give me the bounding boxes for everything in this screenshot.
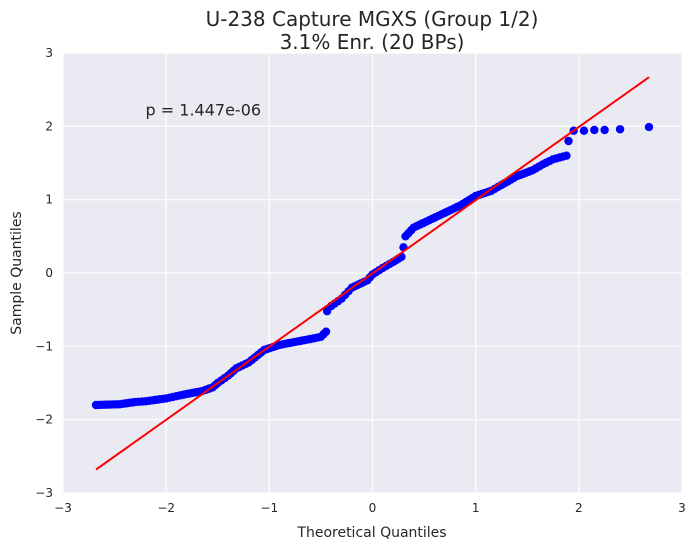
x-tick-label: 0 xyxy=(369,501,377,515)
x-tick-label: −2 xyxy=(157,501,175,515)
reference-line-group xyxy=(95,76,650,471)
p-value-annotation: p = 1.447e-06 xyxy=(146,100,262,119)
reference-line xyxy=(95,76,650,471)
y-tick-labels: 3 2 1 0 −1 −2 −3 xyxy=(35,46,53,500)
y-axis-label: Sample Quantiles xyxy=(9,211,25,334)
y-tick-label: 2 xyxy=(45,119,53,133)
data-point xyxy=(644,122,654,132)
data-point xyxy=(600,125,609,135)
x-tick-label: −3 xyxy=(54,501,72,515)
data-point xyxy=(562,151,571,160)
y-tick-label: 1 xyxy=(45,193,53,207)
x-tick-label: 2 xyxy=(575,501,583,515)
data-points xyxy=(91,122,654,410)
x-axis-label: Theoretical Quantiles xyxy=(296,525,446,541)
data-point xyxy=(615,125,625,134)
chart-title-line-1: U-238 Capture MGXS (Group 1/2) xyxy=(206,7,539,31)
y-tick-label: −3 xyxy=(35,486,53,500)
data-point xyxy=(579,126,589,135)
x-tick-label: 3 xyxy=(678,501,686,515)
x-tick-labels: −3 −2 −1 0 1 2 3 xyxy=(54,501,686,515)
y-tick-label: −1 xyxy=(35,339,53,353)
y-tick-label: 3 xyxy=(45,46,53,60)
x-tick-label: −1 xyxy=(260,501,278,515)
y-tick-label: 0 xyxy=(45,266,53,280)
data-point xyxy=(590,125,599,135)
y-tick-label: −2 xyxy=(35,413,53,427)
x-tick-label: 1 xyxy=(472,501,480,515)
data-point xyxy=(564,136,573,146)
data-point xyxy=(321,327,331,336)
chart-title-line-2: 3.1% Enr. (20 BPs) xyxy=(280,30,465,54)
